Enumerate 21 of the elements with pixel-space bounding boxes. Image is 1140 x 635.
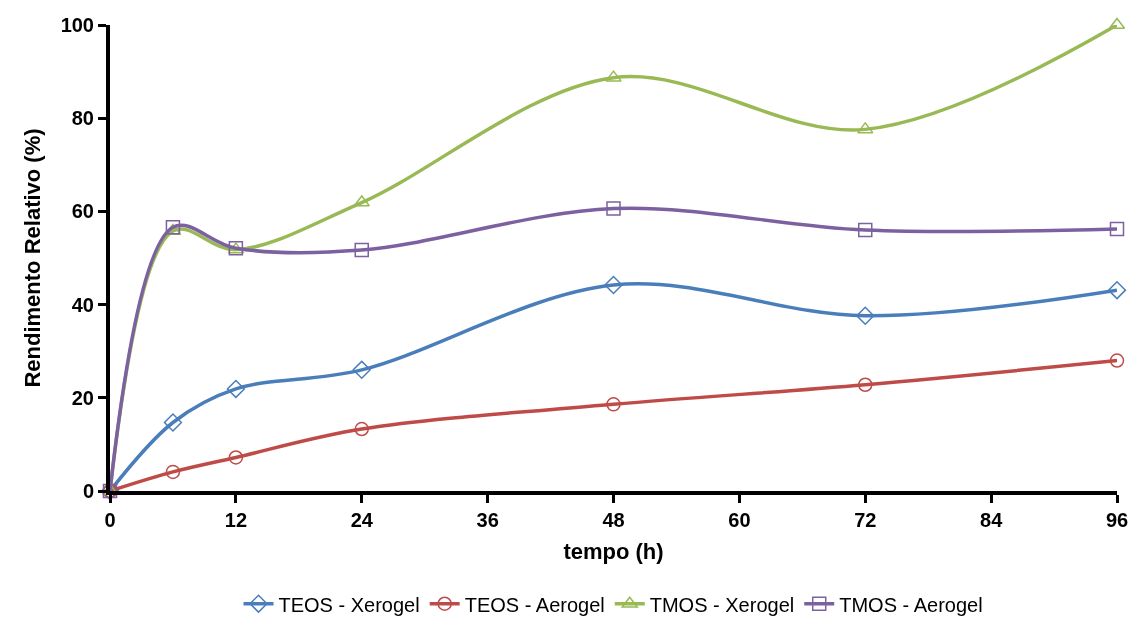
- x-tick-label: 96: [1105, 509, 1129, 531]
- y-tick-label: 80: [71, 107, 94, 130]
- x-tick-label: 0: [104, 509, 116, 531]
- legend-label: TEOS - Aerogel: [464, 593, 605, 616]
- x-tick-label: 24: [350, 509, 374, 531]
- y-tick-label: 20: [71, 386, 94, 409]
- y-tick-label: 40: [71, 293, 94, 316]
- x-tick-label: 60: [728, 509, 751, 531]
- y-tick-label: 0: [82, 480, 94, 502]
- x-tick-label: 36: [476, 509, 499, 531]
- x-tick-label: 48: [602, 509, 625, 531]
- y-tick-label: 100: [60, 14, 94, 36]
- legend-label: TEOS - Xerogel: [278, 593, 420, 616]
- x-tick-label: 72: [854, 509, 877, 531]
- legend-label: TMOS - Aerogel: [839, 593, 983, 616]
- y-tick-label: 60: [71, 200, 94, 223]
- x-axis-title: tempo (h): [563, 539, 664, 565]
- x-tick-label: 84: [980, 509, 1004, 531]
- x-tick-label: 12: [224, 509, 248, 531]
- y-axis-title: Rendimento Relativo (%): [19, 128, 45, 388]
- legend-label: TMOS - Xerogel: [649, 593, 795, 616]
